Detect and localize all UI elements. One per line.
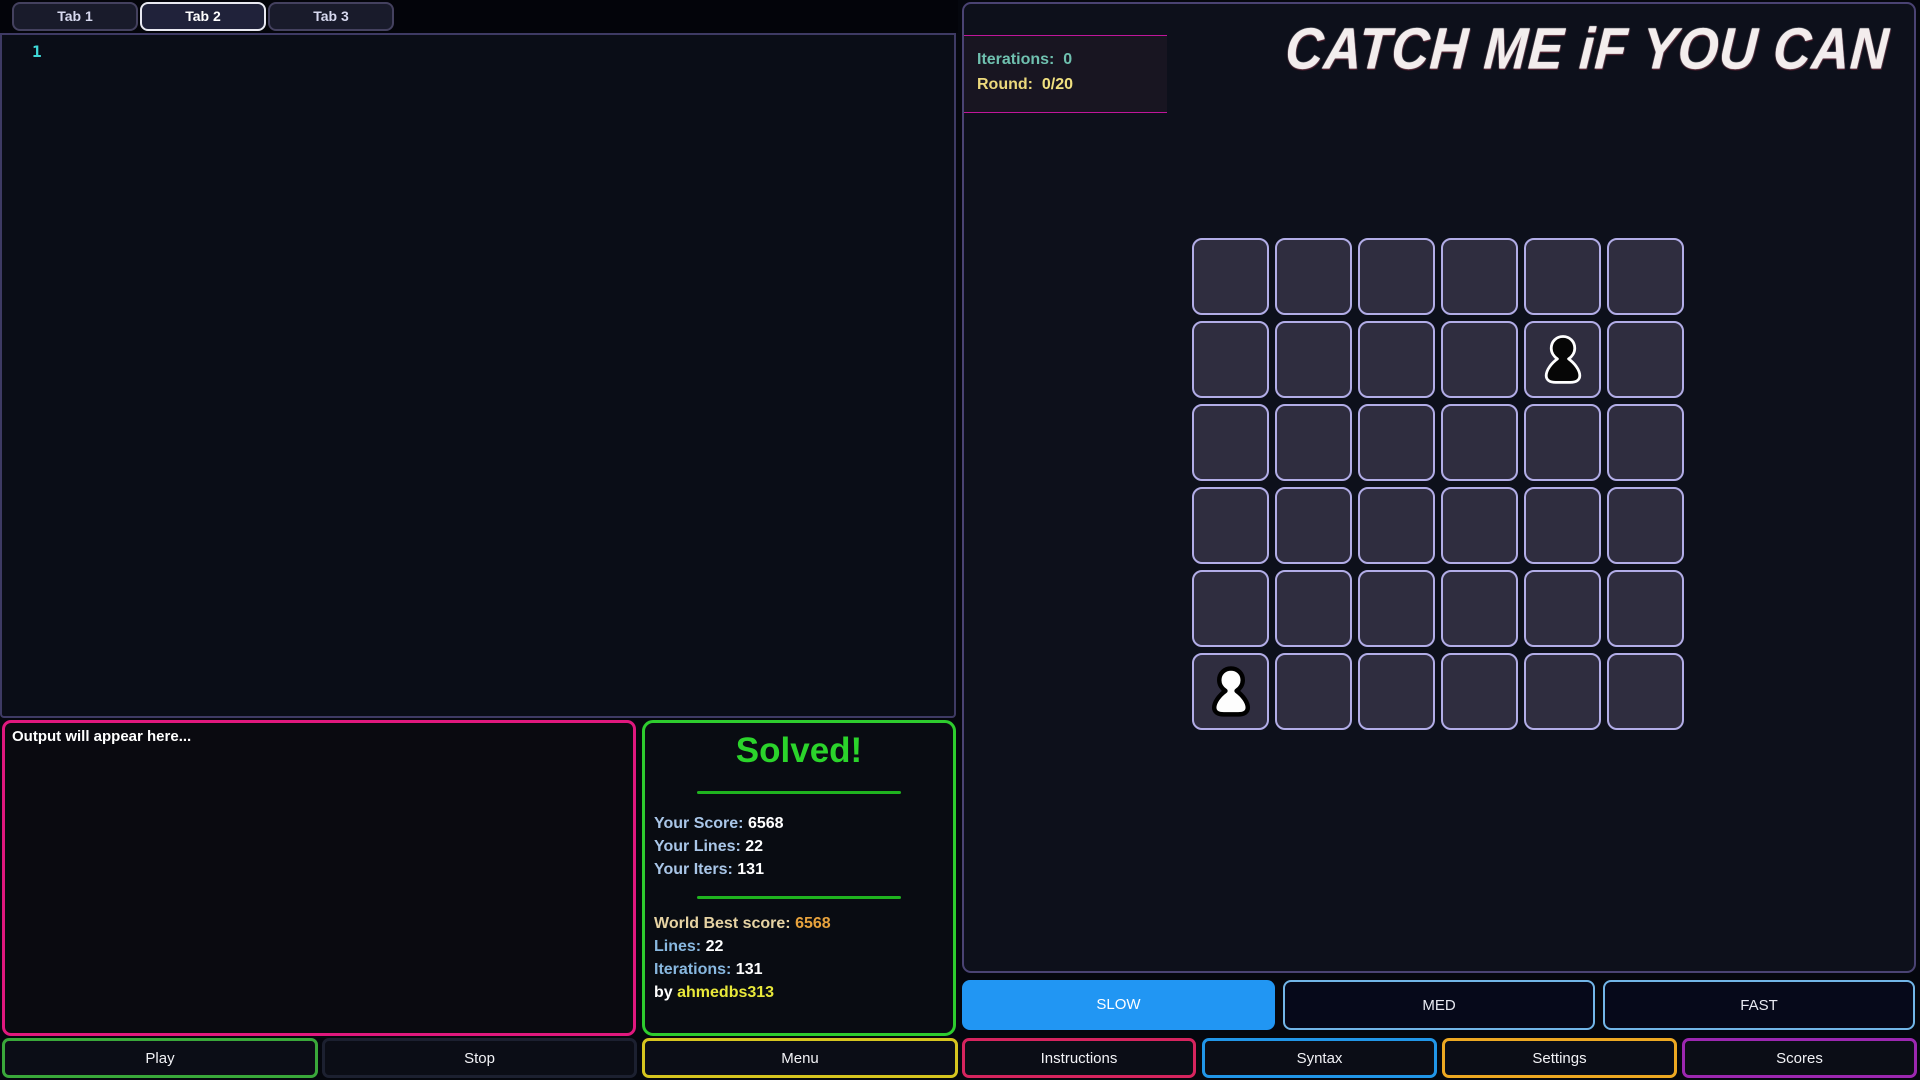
board-cell <box>1358 570 1435 647</box>
solved-title: Solved! <box>735 731 863 770</box>
line-number: 1 <box>32 42 42 61</box>
board-cell <box>1275 570 1352 647</box>
board-cell <box>1607 570 1684 647</box>
best-iterations-value: 131 <box>735 961 763 978</box>
board-cell <box>1358 238 1435 315</box>
solved-panel: Solved! Your Score: 6568 Your Lines: 22 … <box>642 720 956 1036</box>
tab-3[interactable]: Tab 3 <box>268 2 394 31</box>
board-cell <box>1358 404 1435 481</box>
syntax-button[interactable]: Syntax <box>1202 1038 1437 1078</box>
board-cell <box>1441 321 1518 398</box>
best-lines-value: 22 <box>705 938 724 955</box>
round-label: Round: <box>977 76 1033 93</box>
your-score-label: Your Score: <box>654 815 744 832</box>
your-iters-label: Your Iters: <box>654 861 733 878</box>
board-cell <box>1358 487 1435 564</box>
board-cell <box>1607 321 1684 398</box>
game-board <box>1192 238 1684 730</box>
best-iterations-label: Iterations: <box>654 961 732 978</box>
board-cell <box>1524 321 1601 398</box>
board-cell <box>1524 238 1601 315</box>
instructions-button[interactable]: Instructions <box>962 1038 1196 1078</box>
your-score-value: 6568 <box>747 815 784 832</box>
board-cell <box>1358 321 1435 398</box>
board-cell <box>1358 653 1435 730</box>
output-placeholder: Output will appear here... <box>12 728 192 745</box>
world-best-label: World Best score: <box>654 915 791 932</box>
board-cell <box>1607 238 1684 315</box>
speed-slow-button[interactable]: SLOW <box>962 980 1275 1030</box>
divider <box>697 791 901 794</box>
scores-button[interactable]: Scores <box>1682 1038 1917 1078</box>
speed-fast-button[interactable]: FAST <box>1603 980 1915 1030</box>
your-iters-value: 131 <box>737 861 764 878</box>
tab-2[interactable]: Tab 2 <box>140 2 266 31</box>
board-cell <box>1441 404 1518 481</box>
board-cell <box>1524 487 1601 564</box>
board-cell <box>1192 404 1269 481</box>
board-cell <box>1192 570 1269 647</box>
board-cell <box>1441 238 1518 315</box>
board-cell <box>1524 570 1601 647</box>
tab-1[interactable]: Tab 1 <box>12 2 138 31</box>
your-lines-value: 22 <box>745 838 764 855</box>
iterations-label: Iterations: <box>977 51 1055 68</box>
speed-med-button[interactable]: MED <box>1283 980 1595 1030</box>
game-panel: Iterations: 0 Round: 0/20 CATCH ME iF YO… <box>962 2 1916 973</box>
board-cell <box>1441 487 1518 564</box>
your-results: Your Score: 6568 Your Lines: 22 Your Ite… <box>645 812 953 881</box>
world-best-results: World Best score: 6568 Lines: 22 Iterati… <box>645 912 953 1004</box>
board-cell <box>1275 404 1352 481</box>
stop-button[interactable]: Stop <box>322 1038 637 1078</box>
board-cell <box>1192 653 1269 730</box>
output-panel: Output will appear here... <box>2 720 636 1036</box>
best-lines-label: Lines: <box>654 938 702 955</box>
divider <box>697 896 901 899</box>
settings-button[interactable]: Settings <box>1442 1038 1677 1078</box>
board-cell <box>1441 570 1518 647</box>
white-pawn-icon <box>1211 665 1250 717</box>
game-title: CATCH ME iF YOU CAN <box>1283 17 1892 83</box>
best-user-name: ahmedbs313 <box>677 984 775 1001</box>
world-best-value: 6568 <box>795 915 831 932</box>
tab-bar: Tab 1 Tab 2 Tab 3 <box>0 0 958 33</box>
board-cell <box>1441 653 1518 730</box>
play-button[interactable]: Play <box>2 1038 318 1078</box>
board-cell <box>1192 238 1269 315</box>
board-cell <box>1607 487 1684 564</box>
board-cell <box>1275 321 1352 398</box>
iterations-value: 0 <box>1063 51 1073 68</box>
round-stats-box: Iterations: 0 Round: 0/20 <box>964 35 1167 113</box>
your-lines-label: Your Lines: <box>654 838 741 855</box>
board-cell <box>1524 404 1601 481</box>
board-cell <box>1275 653 1352 730</box>
by-label: by <box>654 984 673 1001</box>
board-cell <box>1607 404 1684 481</box>
board-cell <box>1607 653 1684 730</box>
round-value: 0/20 <box>1041 76 1074 93</box>
black-pawn-icon <box>1544 334 1581 384</box>
board-cell <box>1275 238 1352 315</box>
code-editor[interactable]: 1 <box>0 33 956 718</box>
board-cell <box>1192 487 1269 564</box>
board-cell <box>1524 653 1601 730</box>
menu-button[interactable]: Menu <box>642 1038 958 1078</box>
board-cell <box>1275 487 1352 564</box>
board-cell <box>1192 321 1269 398</box>
